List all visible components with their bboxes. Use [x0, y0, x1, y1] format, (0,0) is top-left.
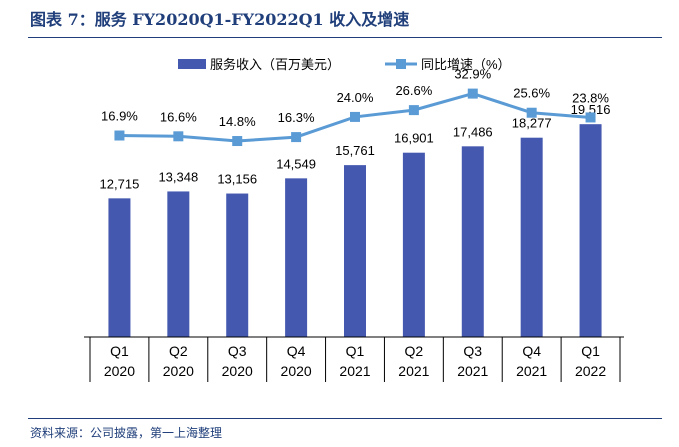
- x-tick-label-year: 2021: [398, 363, 429, 379]
- bar: [226, 193, 249, 337]
- growth-marker: [408, 105, 419, 116]
- growth-marker: [232, 136, 243, 147]
- title-divider: [28, 37, 662, 38]
- legend: 服务收入（百万美元） 同比增速（%）: [178, 57, 511, 72]
- growth-marker: [350, 111, 360, 122]
- bar-value-label: 17,486: [453, 124, 493, 139]
- growth-value-label: 16.6%: [160, 109, 197, 124]
- bar: [461, 146, 484, 337]
- bar: [520, 137, 543, 337]
- x-tick-label-year: 2022: [575, 363, 606, 379]
- x-tick-label-quarter: Q4: [522, 343, 541, 359]
- growth-value-label: 26.6%: [395, 83, 432, 98]
- bar: [285, 178, 308, 337]
- bar: [402, 152, 425, 337]
- x-tick-label-year: 2020: [222, 363, 253, 379]
- legend-swatch-bar: [178, 59, 206, 69]
- x-tick-label-year: 2021: [339, 363, 370, 379]
- legend-label-line: 同比增速（%）: [421, 57, 511, 72]
- bar-value-label: 18,277: [512, 116, 552, 131]
- x-tick-label-year: 2020: [281, 363, 312, 379]
- chart: 服务收入（百万美元） 同比增速（%） 12,715 13,348 13,156 14,5…: [84, 57, 624, 382]
- growth-value-label: 16.3%: [278, 110, 315, 125]
- bar: [167, 191, 190, 337]
- growth-marker: [585, 112, 596, 123]
- growth-marker: [173, 131, 184, 142]
- x-tick-label-year: 2021: [457, 363, 488, 379]
- x-tick-label-year: 2020: [163, 363, 194, 379]
- x-tick-label-quarter: Q1: [346, 343, 365, 359]
- legend-label-bar: 服务收入（百万美元）: [210, 57, 340, 72]
- bar: [579, 124, 602, 337]
- bar-value-label: 19,516: [571, 102, 611, 117]
- legend-marker: [396, 59, 406, 69]
- x-tick-label-year: 2021: [516, 363, 547, 379]
- bar-value-label: 13,348: [158, 169, 198, 184]
- chart-title: 图表 7：服务 FY2020Q1-FY2022Q1 收入及增速: [30, 10, 410, 29]
- growth-marker: [526, 107, 537, 118]
- x-tick-label-quarter: Q4: [287, 343, 306, 359]
- source-divider: [28, 418, 662, 419]
- line-data-labels: 16.9% 16.6% 14.8% 16.3% 24.0% 26.6% 32.9% 25.6%…: [101, 67, 609, 129]
- x-tick-label-quarter: Q2: [169, 343, 188, 359]
- growth-value-label: 24.0%: [337, 90, 374, 105]
- growth-value-label: 16.9%: [101, 109, 138, 124]
- x-tick-label-quarter: Q1: [581, 343, 600, 359]
- growth-marker: [291, 132, 302, 143]
- x-tick-label-year: 2020: [104, 363, 135, 379]
- growth-value-label: 23.8%: [572, 90, 609, 105]
- growth-value-label: 32.9%: [454, 67, 491, 82]
- bar-value-label: 12,715: [100, 176, 140, 191]
- bar-data-labels: 12,715 13,348 13,156 14,549 15,761 16,901 17,4…: [100, 102, 611, 191]
- source-note: 资料来源：公司披露，第一上海整理: [30, 426, 223, 440]
- x-axis: Q1 2020 Q2 2020 Q3 2020 Q4 2020 Q1 2021 Q2 2021 Q3 20…: [84, 336, 624, 382]
- bar-value-label: 14,549: [276, 156, 316, 171]
- x-tick-label-quarter: Q2: [405, 343, 424, 359]
- growth-marker: [467, 88, 478, 99]
- line-series: [114, 88, 596, 147]
- x-tick-label-quarter: Q3: [463, 343, 482, 359]
- bar-series: [108, 124, 602, 337]
- growth-value-label: 14.8%: [219, 114, 256, 129]
- growth-value-label: 25.6%: [513, 86, 550, 101]
- bar: [108, 198, 131, 337]
- x-tick-label-quarter: Q1: [110, 343, 129, 359]
- x-tick-label-quarter: Q3: [228, 343, 247, 359]
- bar-value-label: 13,156: [217, 172, 257, 187]
- bar-value-label: 16,901: [394, 131, 434, 146]
- growth-marker: [114, 130, 125, 141]
- bar: [344, 165, 366, 337]
- bar-value-label: 15,761: [335, 143, 375, 158]
